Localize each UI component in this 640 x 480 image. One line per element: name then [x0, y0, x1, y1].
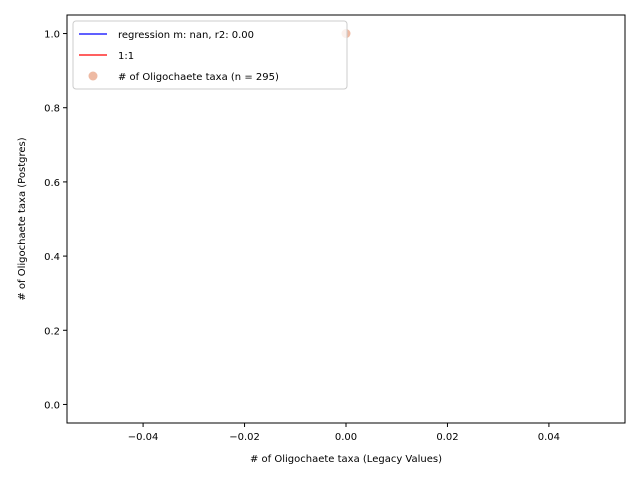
legend-scatter-label: # of Oligochaete taxa (n = 295): [118, 72, 279, 83]
x-tick-label: 0.02: [436, 432, 458, 443]
y-tick-label: 0.0: [44, 400, 60, 411]
y-tick-label: 0.6: [44, 178, 60, 189]
x-tick-label: 0.04: [538, 432, 560, 443]
legend: regression m: nan, r2: 0.00 1:1 # of Oli…: [72, 20, 348, 90]
x-axis-ticks: −0.04 −0.02 0.00 0.02 0.04: [128, 423, 560, 443]
x-tick-label: −0.02: [229, 432, 260, 443]
legend-regression-label: regression m: nan, r2: 0.00: [118, 30, 254, 41]
x-tick-label: 0.00: [335, 432, 357, 443]
y-axis-label: # of Oligochaete taxa (Postgres): [17, 137, 28, 300]
y-tick-label: 1.0: [44, 30, 60, 41]
legend-one-to-one-label: 1:1: [118, 51, 134, 62]
plot-frame: [66, 14, 626, 424]
y-tick-label: 0.8: [44, 104, 60, 115]
x-tick-label: −0.04: [128, 432, 159, 443]
y-tick-label: 0.4: [44, 252, 60, 263]
legend-scatter-swatch: [88, 71, 98, 81]
legend-box: [72, 20, 348, 90]
x-axis-label: # of Oligochaete taxa (Legacy Values): [250, 454, 442, 465]
y-tick-label: 0.2: [44, 326, 60, 337]
y-axis-ticks: 0.0 0.2 0.4 0.6 0.8 1.0: [44, 30, 67, 411]
